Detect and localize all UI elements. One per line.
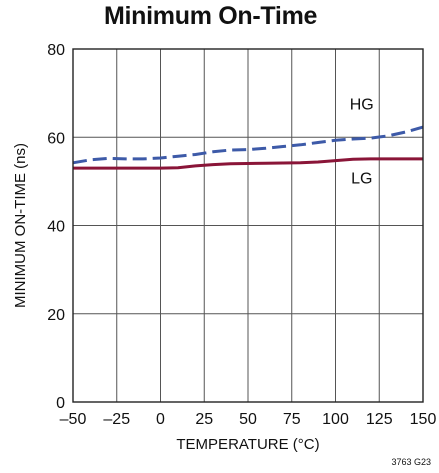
series-line-lg — [73, 157, 423, 170]
x-tick-label: 25 — [195, 411, 213, 428]
series-line-hg — [72, 125, 424, 165]
x-tick-label: 50 — [239, 411, 257, 428]
x-tick-label: 75 — [283, 411, 301, 428]
figure-id: 3763 G23 — [391, 457, 431, 467]
y-tick-label: 40 — [47, 219, 65, 236]
x-tick-label: 125 — [366, 411, 393, 428]
series-label-lg: LG — [351, 171, 372, 188]
y-tick-label: 0 — [56, 395, 65, 412]
x-tick-label: 0 — [156, 411, 165, 428]
y-tick-label: 20 — [47, 307, 65, 324]
plot-frame — [72, 48, 424, 403]
x-tick-label: 100 — [322, 411, 349, 428]
series-label-hg: HG — [350, 96, 374, 113]
y-axis-label: MINIMUM ON-TIME (ns) — [12, 143, 29, 308]
x-tick-label: 150 — [410, 411, 437, 428]
y-tick-label: 80 — [47, 42, 65, 59]
x-tick-label: –50 — [60, 411, 87, 428]
x-tick-label: –25 — [103, 411, 130, 428]
x-axis-label: TEMPERATURE (°C) — [176, 436, 319, 453]
y-tick-label: 60 — [47, 130, 65, 147]
chart-title: Minimum On-Time — [104, 2, 318, 30]
